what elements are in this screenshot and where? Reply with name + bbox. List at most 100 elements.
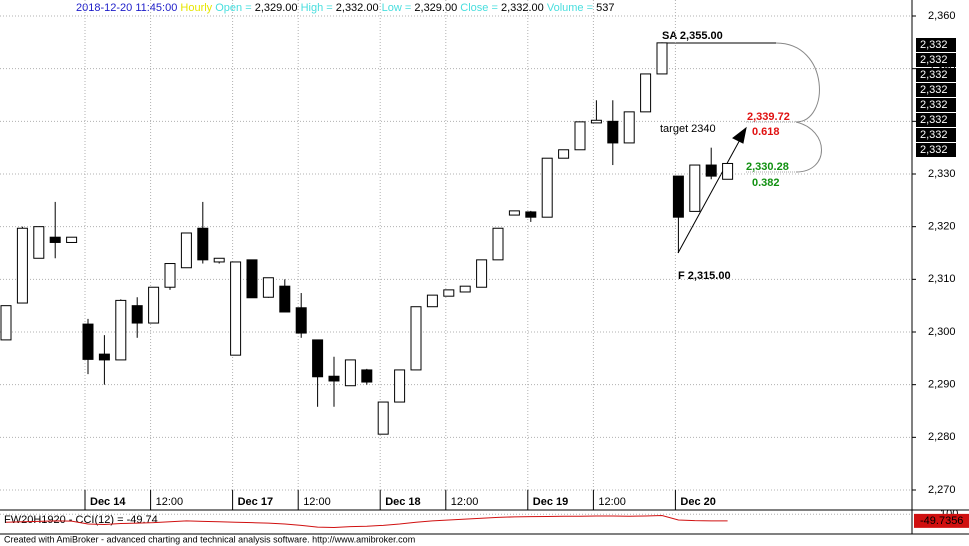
candle-body bbox=[377, 401, 389, 435]
candle-body bbox=[115, 299, 127, 361]
candle-body bbox=[295, 307, 307, 334]
price-tag-bg bbox=[916, 143, 956, 157]
candle-body bbox=[492, 227, 504, 261]
candle-body bbox=[312, 339, 324, 378]
candle-body bbox=[262, 277, 274, 298]
y-tick-label: 2,320 bbox=[928, 221, 956, 233]
candle-body bbox=[394, 369, 406, 403]
candle-body bbox=[213, 257, 225, 263]
candle-body bbox=[246, 259, 258, 299]
candle-body bbox=[66, 236, 78, 243]
candle-body bbox=[197, 227, 209, 261]
candle-body bbox=[607, 120, 619, 144]
x-tick-label: Dec 14 bbox=[90, 496, 126, 508]
candle-body bbox=[705, 164, 717, 177]
header: 2018-12-20 11:45:00 Hourly Open = 2,329.… bbox=[76, 2, 614, 14]
annotation: 0.382 bbox=[752, 177, 780, 189]
price-tag-bg bbox=[916, 38, 956, 52]
x-tick-label: Dec 20 bbox=[680, 496, 715, 508]
indicator-line bbox=[5, 515, 728, 529]
candle-body bbox=[16, 227, 28, 304]
price-tag: 2,332 bbox=[920, 69, 948, 81]
candle-body bbox=[574, 121, 586, 151]
annotation: SA 2,355.00 bbox=[662, 30, 723, 42]
price-tag: 2,332 bbox=[920, 114, 948, 126]
header-part: Low = bbox=[382, 2, 412, 14]
candle-body bbox=[672, 175, 684, 218]
x-tick-label: 12:00 bbox=[451, 496, 479, 508]
header-part: 2,332.00 bbox=[336, 2, 379, 14]
x-tick-label: 12:00 bbox=[598, 496, 626, 508]
candle-body bbox=[443, 289, 455, 297]
header-part: Open = bbox=[215, 2, 251, 14]
indicator-tag-bg bbox=[914, 513, 969, 528]
x-tick-label: Dec 18 bbox=[385, 496, 420, 508]
indicator-tag: -49.7356 bbox=[920, 515, 963, 527]
candle-body bbox=[426, 294, 438, 308]
candle-body bbox=[148, 286, 160, 324]
header-part: Close = bbox=[460, 2, 498, 14]
x-tick-label: Dec 17 bbox=[238, 496, 273, 508]
candle-body bbox=[98, 353, 110, 361]
y-tick-label: 2,300 bbox=[928, 326, 956, 338]
header-part: 2,332.00 bbox=[501, 2, 544, 14]
candle-body bbox=[164, 263, 176, 288]
indicator-title: FW20H1920 - CCI(12) = -49.74 bbox=[4, 514, 158, 526]
candle-body bbox=[344, 359, 356, 387]
candle-body bbox=[180, 232, 192, 269]
candle-body bbox=[656, 42, 668, 75]
price-tag: 2,332 bbox=[920, 39, 948, 51]
candle-body bbox=[33, 226, 45, 259]
header-part: Volume = bbox=[547, 2, 593, 14]
candle-body bbox=[541, 157, 553, 218]
y-tick-label: 2,360 bbox=[928, 10, 956, 22]
candle-body bbox=[459, 285, 471, 293]
candle-body bbox=[689, 164, 701, 212]
price-tag: 2,332 bbox=[920, 54, 948, 66]
y-tick-label: 2,330 bbox=[928, 168, 956, 180]
header-part: High = bbox=[301, 2, 333, 14]
price-tag-bg bbox=[916, 98, 956, 112]
header-part: 537 bbox=[596, 2, 614, 14]
price-tag: 2,332 bbox=[920, 84, 948, 96]
annotation: target 2340 bbox=[660, 123, 716, 135]
candle-body bbox=[361, 369, 373, 383]
candle-body bbox=[590, 119, 602, 124]
candle-body bbox=[230, 261, 242, 356]
y-tick-label: 2,280 bbox=[928, 431, 956, 443]
annotation: 2,330.28 bbox=[746, 161, 789, 173]
candle-body bbox=[525, 211, 537, 218]
candle-body bbox=[410, 306, 422, 371]
price-tag-bg bbox=[916, 68, 956, 82]
candle-body bbox=[640, 73, 652, 113]
x-tick-label: 12:00 bbox=[156, 496, 184, 508]
arrow-head bbox=[732, 126, 747, 144]
candle-body bbox=[279, 285, 291, 313]
annotation: F 2,315.00 bbox=[678, 270, 731, 282]
price-tag: 2,332 bbox=[920, 129, 948, 141]
price-tag: 2,332 bbox=[920, 99, 948, 111]
header-part: 2018-12-20 11:45:00 bbox=[76, 2, 177, 14]
candle-body bbox=[131, 305, 143, 324]
candle-body bbox=[508, 210, 520, 216]
candle-body bbox=[476, 259, 488, 288]
price-tag: 2,332 bbox=[920, 144, 948, 156]
annotation: 2,339.72 bbox=[747, 111, 790, 123]
x-tick-label: Dec 19 bbox=[533, 496, 568, 508]
header-part: 2,329.00 bbox=[255, 2, 298, 14]
price-tag-bg bbox=[916, 83, 956, 97]
fib-arc bbox=[795, 121, 822, 173]
price-tag-bg bbox=[916, 53, 956, 67]
trend-arrow bbox=[677, 135, 743, 254]
y-tick-label: 2,310 bbox=[928, 273, 956, 285]
candle-body bbox=[328, 375, 340, 382]
candle-body bbox=[623, 111, 635, 144]
y-tick-label: 2,270 bbox=[928, 484, 956, 496]
price-tag-bg bbox=[916, 113, 956, 127]
x-tick-label: 12:00 bbox=[303, 496, 331, 508]
footer: Created with AmiBroker - advanced charti… bbox=[4, 534, 415, 544]
fib-arc bbox=[775, 42, 820, 123]
candle-body bbox=[49, 236, 61, 243]
candle-body bbox=[0, 305, 12, 341]
